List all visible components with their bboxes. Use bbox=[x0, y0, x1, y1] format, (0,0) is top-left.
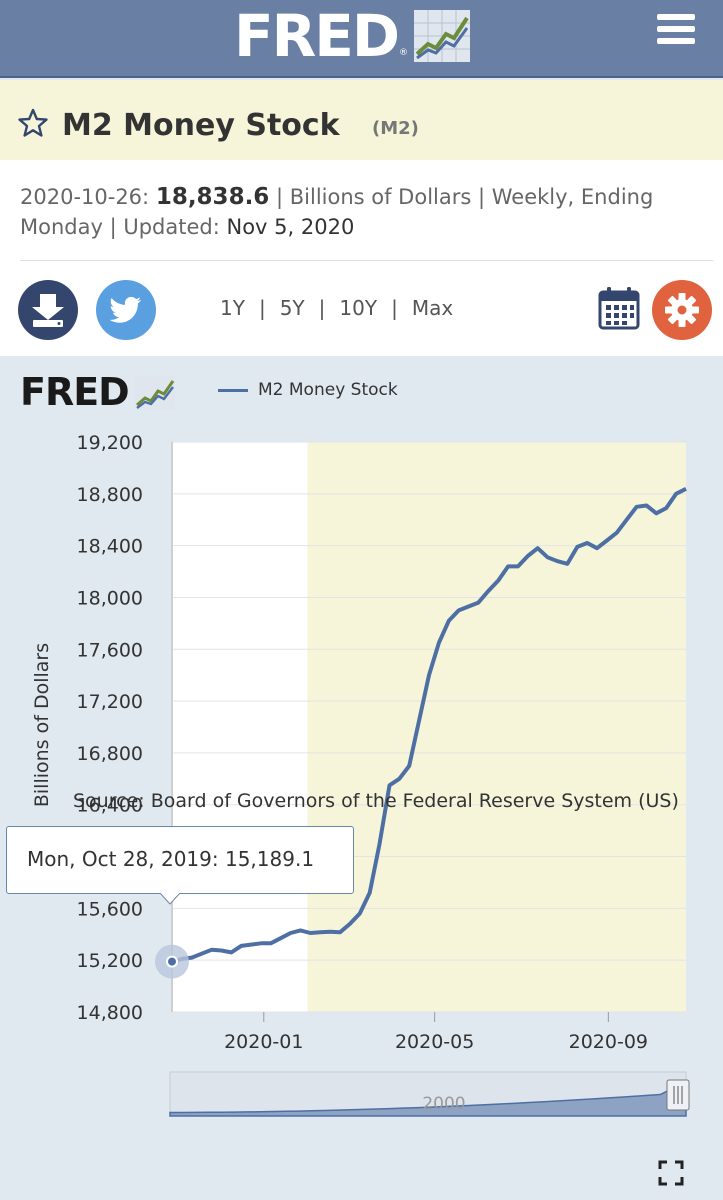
y-axis-ticks: 19,200 18,800 18,400 18,000 17,600 17,200 16,8… bbox=[77, 432, 143, 1024]
chart-legend[interactable]: M2 Money Stock bbox=[218, 380, 398, 400]
divider bbox=[20, 260, 713, 261]
range-5y[interactable]: 5Y bbox=[279, 296, 305, 320]
y-tick-label: 19,200 bbox=[77, 432, 143, 454]
y-tick-label: 16,800 bbox=[77, 743, 143, 765]
range-separator: | bbox=[258, 296, 266, 320]
range-max[interactable]: Max bbox=[411, 296, 454, 320]
series-line-m2 bbox=[171, 487, 687, 964]
date-range-selector: 1Y | 5Y | 10Y | Max bbox=[220, 296, 453, 320]
hover-point[interactable] bbox=[166, 955, 178, 968]
twitter-share-button[interactable] bbox=[96, 280, 156, 340]
y-tick-label: 18,400 bbox=[77, 536, 143, 558]
range-1y[interactable]: 1Y bbox=[220, 296, 245, 320]
tooltip-date: Mon, Oct 28, 2019: bbox=[27, 847, 219, 871]
navigator-year-label: 2000 bbox=[422, 1094, 465, 1114]
observation-date: 2020-10-26: bbox=[20, 185, 150, 209]
gear-icon bbox=[665, 293, 699, 327]
range-navigator[interactable] bbox=[169, 1071, 690, 1117]
tooltip-value: 15,189.1 bbox=[224, 847, 315, 871]
star-outline-icon[interactable] bbox=[18, 108, 48, 138]
range-separator: | bbox=[391, 296, 398, 320]
chart-fred-logo: FRED bbox=[20, 372, 175, 412]
y-tick-label: 17,200 bbox=[77, 691, 143, 713]
series-title-bar: M2 Money Stock (M2) bbox=[0, 80, 723, 160]
y-axis-label: Billions of Dollars bbox=[31, 643, 53, 807]
y-tick-label: 18,800 bbox=[77, 484, 143, 506]
chart-panel: FRED M2 Money Stock bbox=[0, 356, 723, 1200]
x-axis-ticks: 2020-01 2020-05 2020-09 bbox=[224, 1012, 648, 1053]
y-tick-label: 14,800 bbox=[77, 1002, 143, 1024]
hamburger-menu-icon[interactable] bbox=[657, 14, 695, 44]
y-tick-label: 18,000 bbox=[77, 587, 143, 609]
top-header: FRED ® bbox=[0, 0, 723, 78]
legend-line-swatch bbox=[218, 388, 248, 392]
series-code: (M2) bbox=[372, 118, 419, 139]
y-tick-label: 17,600 bbox=[77, 639, 143, 661]
fred-graph-icon bbox=[414, 10, 471, 62]
fred-logo[interactable]: FRED ® bbox=[234, 2, 471, 70]
series-title: M2 Money Stock bbox=[62, 108, 340, 143]
x-tick-label: 2020-09 bbox=[569, 1031, 648, 1053]
recession-shading bbox=[307, 442, 686, 1012]
fred-logo-text: FRED bbox=[234, 2, 400, 70]
units-frequency-2: Ending Monday | Updated: bbox=[20, 185, 654, 239]
units-frequency: | Billions of Dollars | Weekly, bbox=[276, 185, 575, 209]
series-meta: 2020-10-26: 18,838.6 | Billions of Dolla… bbox=[20, 182, 700, 242]
twitter-bird-icon bbox=[109, 296, 142, 323]
y-tick-label: 16,400 bbox=[77, 795, 143, 817]
y-tick-label: 15,600 bbox=[77, 898, 143, 920]
download-icon bbox=[32, 294, 64, 327]
range-10y[interactable]: 10Y bbox=[339, 296, 378, 320]
settings-button[interactable] bbox=[652, 280, 712, 340]
range-separator: | bbox=[318, 296, 326, 320]
registered-mark: ® bbox=[399, 48, 409, 58]
data-tooltip: Mon, Oct 28, 2019: 15,189.1 bbox=[6, 826, 354, 894]
fullscreen-icon[interactable] bbox=[658, 1160, 684, 1186]
updated-date: Nov 5, 2020 bbox=[226, 215, 355, 239]
observation-value: 18,838.6 bbox=[155, 184, 270, 210]
calendar-icon[interactable] bbox=[598, 286, 640, 330]
chart-fred-logo-text: FRED bbox=[20, 370, 130, 414]
download-button[interactable] bbox=[18, 280, 78, 340]
x-tick-label: 2020-01 bbox=[224, 1031, 303, 1053]
fred-graph-icon bbox=[134, 376, 175, 410]
navigator-series bbox=[169, 1086, 687, 1117]
source-citation: Source: Board of Governors of the Federa… bbox=[73, 790, 679, 812]
x-tick-label: 2020-05 bbox=[395, 1031, 474, 1053]
tooltip-arrow bbox=[160, 893, 180, 905]
y-tick-label: 15,200 bbox=[77, 950, 143, 972]
legend-label: M2 Money Stock bbox=[258, 380, 398, 400]
